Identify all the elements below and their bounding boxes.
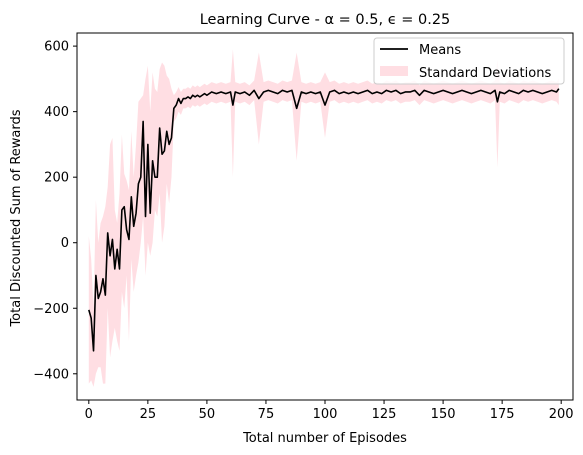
y-tick-label: 400 — [44, 105, 69, 120]
legend-box — [373, 37, 565, 85]
y-tick-label: −200 — [33, 302, 69, 317]
y-axis-label: Total Discounted Sum of Rewards — [9, 109, 24, 327]
legend-means-label: Means — [419, 43, 461, 58]
plot-area: 0 25 50 75 100 125 150 175 200 −400 −200 0 200 400 600 — [33, 32, 574, 422]
x-tick-label: 50 — [199, 407, 216, 422]
x-tick-label: 0 — [85, 407, 93, 422]
y-tick-label: 200 — [44, 171, 69, 186]
means-line — [88, 88, 560, 352]
x-tick-label: 100 — [313, 407, 338, 422]
x-tick-label: 150 — [431, 407, 456, 422]
legend: Means Standard Deviations — [373, 37, 565, 85]
x-tick-label: 75 — [258, 407, 275, 422]
x-tick-label: 175 — [490, 407, 515, 422]
legend-std-swatch — [380, 66, 408, 76]
chart-title: Learning Curve - α = 0.5, ϵ = 0.25 — [200, 12, 451, 28]
y-tick-label: −400 — [33, 367, 69, 382]
x-axis-label: Total number of Episodes — [242, 431, 407, 446]
y-tick-label: 600 — [44, 40, 69, 55]
x-tick-label: 200 — [549, 407, 574, 422]
legend-std-label: Standard Deviations — [419, 66, 551, 81]
y-tick-label: 0 — [61, 236, 69, 251]
x-tick-label: 25 — [140, 407, 157, 422]
x-tick-label: 125 — [372, 407, 397, 422]
